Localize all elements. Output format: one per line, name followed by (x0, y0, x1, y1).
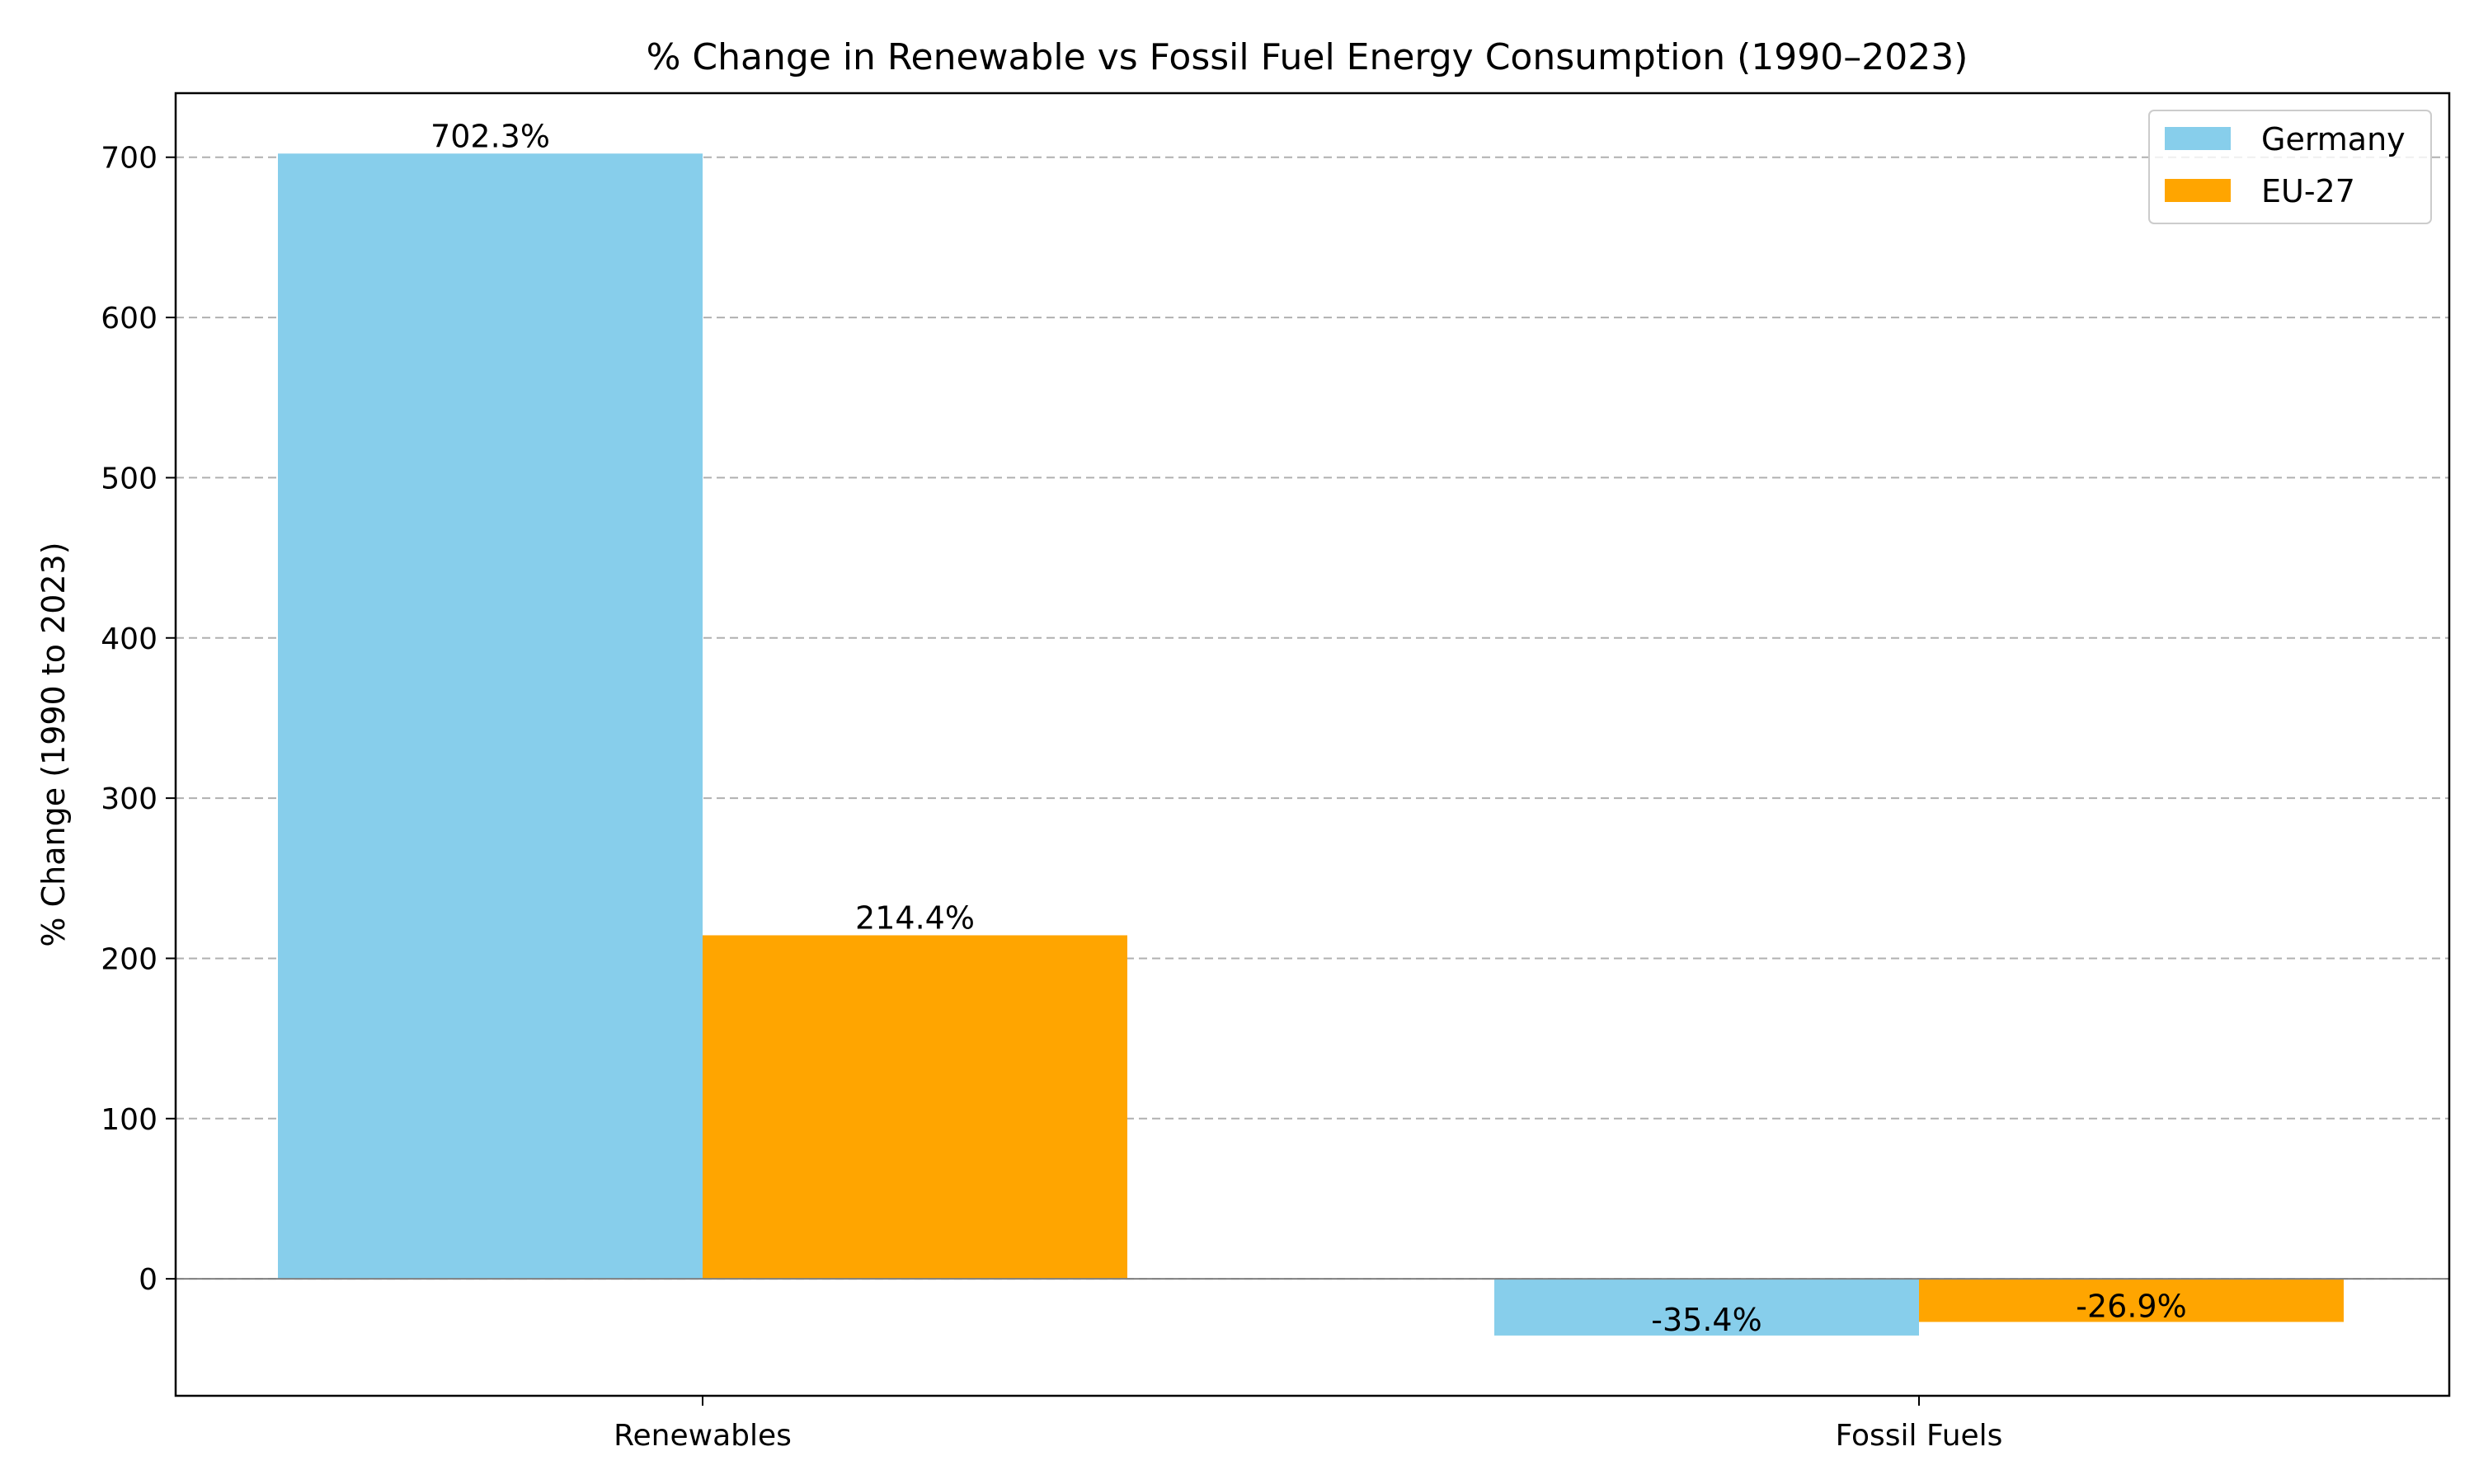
chart-title: % Change in Renewable vs Fossil Fuel Ene… (647, 36, 1968, 78)
gridlines (176, 156, 2449, 1280)
y-axis: 0 100 200 300 400 500 600 700 (101, 142, 176, 1297)
legend: Germany EU-27 (2148, 110, 2432, 224)
legend-swatch-germany (2165, 127, 2231, 150)
bar-fossil-fuels-germany (1494, 1279, 1919, 1336)
data-label-renewables-germany: 702.3% (430, 118, 550, 154)
y-tick-label: 700 (101, 142, 158, 176)
data-label-fossil-fuels-germany: -35.4% (1651, 1302, 1761, 1338)
x-tick-label-renewables: Renewables (614, 1419, 792, 1453)
bar-renewables-eu-27 (703, 935, 1127, 1280)
y-tick-label: 100 (101, 1103, 158, 1137)
bar-fossil-fuels-eu-27 (1919, 1279, 2344, 1322)
y-tick-label: 0 (139, 1263, 158, 1297)
x-tick-label-fossil-fuels: Fossil Fuels (1836, 1419, 2003, 1453)
legend-label-eu-27: EU-27 (2261, 173, 2355, 209)
data-labels-group: 702.3% 214.4% -35.4% -26.9% (430, 118, 2187, 1338)
y-tick-label: 600 (101, 302, 158, 336)
bars-group (278, 153, 2344, 1336)
y-tick-label: 400 (101, 622, 158, 656)
plot-frame (174, 92, 2451, 1397)
legend-label-germany: Germany (2261, 121, 2406, 157)
data-label-fossil-fuels-eu-27: -26.9% (2076, 1288, 2186, 1324)
y-tick-label: 200 (101, 942, 158, 976)
x-axis: Renewables Fossil Fuels (614, 1396, 2002, 1453)
y-tick-label: 500 (101, 462, 158, 495)
data-label-renewables-eu-27: 214.4% (855, 899, 975, 936)
bar-renewables-germany (278, 153, 703, 1280)
legend-swatch-eu-27 (2165, 179, 2231, 202)
y-tick-label: 300 (101, 782, 158, 816)
y-axis-label: % Change (1990 to 2023) (35, 542, 72, 946)
